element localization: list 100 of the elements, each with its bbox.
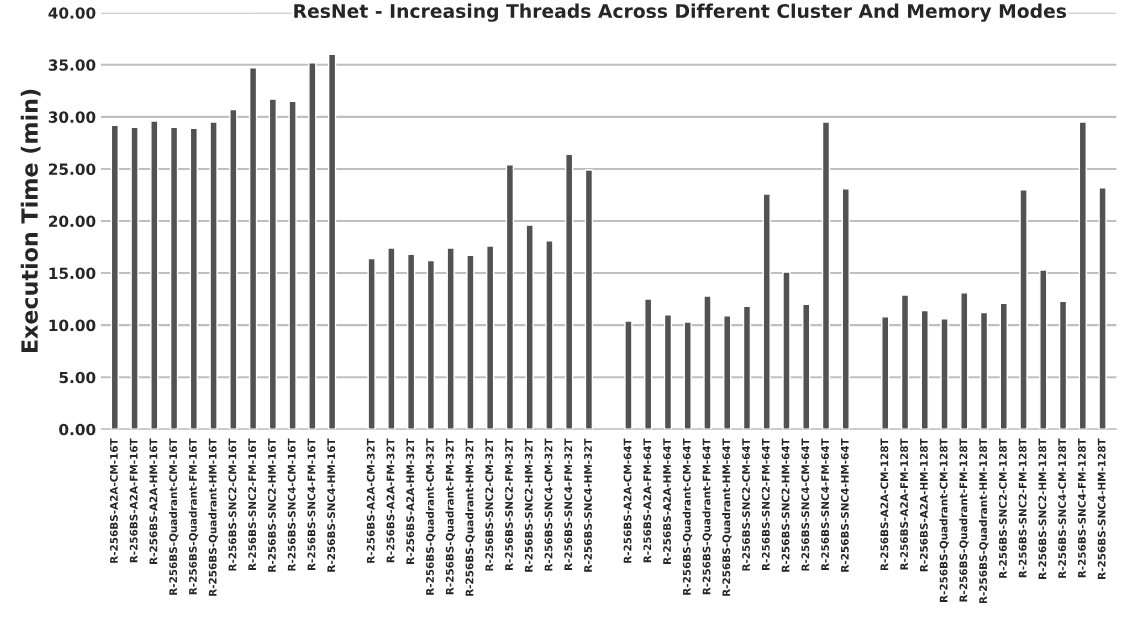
x-tick-label: R-256BS-SNC4-CM-32T	[544, 438, 553, 571]
bar	[900, 294, 910, 430]
bar	[466, 254, 475, 430]
bar	[644, 298, 653, 430]
bar	[130, 126, 139, 430]
bar	[209, 121, 218, 430]
x-tick-label: R-256BS-SNC2-FM-16T	[248, 438, 257, 571]
x-tick-label: R-256BS-Quadrant-HM-128T	[978, 438, 989, 604]
y-tick-label: 35.00	[48, 59, 96, 71]
bar	[110, 124, 119, 430]
bar	[723, 315, 732, 430]
x-tick-label: R-256BS-Quadrant-CM-64T	[682, 438, 693, 595]
x-tick-label: R-256BS-Quadrant-FM-128T	[959, 438, 969, 602]
x-tick-label: R-256BS-A2A-FM-64T	[643, 438, 652, 563]
y-tick-label: 30.00	[48, 111, 96, 123]
bar	[999, 302, 1008, 430]
bar	[545, 240, 554, 430]
bar	[821, 121, 831, 430]
bar	[189, 127, 198, 430]
bar	[802, 303, 811, 430]
x-tick-label: R-256BS-SNC4-HM-64T	[840, 438, 849, 572]
x-tick-label: R-256BS-SNC4-FM-64T	[821, 438, 830, 571]
bar	[703, 295, 712, 430]
bar	[1019, 189, 1028, 430]
bar	[920, 309, 929, 430]
bar	[565, 153, 574, 430]
bar	[367, 257, 376, 430]
x-tick-label: R-256BS-SNC4-HM-16T	[327, 438, 336, 572]
bar	[150, 120, 159, 430]
bar	[446, 247, 455, 430]
x-tick-label: R-256BS-Quadrant-HM-64T	[722, 438, 732, 596]
x-tick-label: R-256BS-SNC2-HM-64T	[781, 438, 790, 572]
x-tick-label: R-256BS-SNC4-CM-128T	[1058, 438, 1067, 578]
x-tick-label: R-256BS-A2A-CM-16T	[109, 438, 118, 563]
x-tick-label: R-256BS-SNC2-FM-128T	[1018, 438, 1027, 578]
bar	[624, 320, 633, 430]
y-axis-title: Execution Time (min)	[20, 89, 41, 353]
x-tick-label: R-256BS-A2A-FM-32T	[386, 438, 395, 563]
bar	[486, 245, 495, 430]
x-tick-label: R-256BS-A2A-CM-32T	[366, 438, 375, 563]
x-tick-label: R-256BS-SNC2-HM-32T	[524, 438, 533, 572]
bar	[782, 271, 791, 430]
y-tick-label: 15.00	[49, 267, 96, 280]
bar	[327, 53, 337, 430]
x-tick-label: R-256BS-SNC4-FM-32T	[564, 438, 573, 571]
x-tick-label: R-256BS-SNC2-CM-64T	[742, 438, 750, 571]
x-tick-label: R-256BS-A2A-CM-64T	[623, 438, 632, 563]
x-tick-label: R-256BS-SNC4-HM-32T	[584, 438, 592, 572]
y-tick-label: 25.00	[49, 163, 96, 175]
y-tick-label: 5.00	[59, 371, 96, 384]
bar	[1098, 186, 1107, 430]
x-tick-label: R-256BS-SNC2-FM-64T	[761, 438, 770, 571]
x-tick-label: R-256BS-Quadrant-CM-16T	[169, 438, 179, 595]
bar	[248, 67, 258, 430]
bar	[881, 316, 890, 430]
bar	[940, 318, 949, 430]
bar	[1039, 269, 1048, 430]
bar	[1078, 121, 1087, 430]
x-tick-label: R-256BS-SNC4-FM-16T	[307, 438, 316, 571]
x-tick-label: R-256BS-SNC4-HM-128T	[1097, 438, 1106, 579]
x-tick-label: R-256BS-A2A-HM-16T	[149, 438, 158, 564]
bar	[663, 314, 673, 430]
bar	[406, 253, 416, 430]
y-tick-label: 40.00	[48, 7, 96, 19]
bar	[169, 126, 179, 430]
x-tick-label: R-256BS-A2A-HM-128T	[919, 438, 928, 572]
chart-title: ResNet - Increasing Threads Across Different Cluster And Memory Modes	[294, 3, 1067, 22]
x-tick-label: R-256BS-SNC4-FM-128T	[1077, 438, 1086, 578]
bar	[979, 311, 989, 430]
x-tick-label: R-256BS-SNC2-HM-16T	[267, 438, 276, 572]
x-tick-label: R-256BS-A2A-HM-32T	[406, 438, 415, 564]
bar	[268, 98, 278, 430]
bar	[584, 169, 594, 430]
bar	[841, 188, 850, 430]
bar	[229, 108, 238, 430]
bar	[505, 164, 515, 430]
y-tick-label: 0.00	[59, 423, 96, 436]
x-tick-label: R-256BS-A2A-CM-128T	[880, 438, 889, 571]
x-tick-label: R-256BS-Quadrant-HM-16T	[208, 438, 218, 596]
x-tick-label: R-256BS-Quadrant-CM-32T	[425, 438, 436, 595]
bar	[960, 292, 969, 430]
bar	[288, 100, 297, 430]
x-tick-label: R-256BS-SNC2-HM-128T	[1038, 438, 1047, 579]
bar	[387, 247, 396, 430]
x-tick-label: R-256BS-Quadrant-CM-128T	[939, 438, 949, 603]
x-tick-label: R-256BS-SNC4-CM-16T	[287, 438, 296, 571]
x-tick-label: R-256BS-SNC2-CM-32T	[485, 438, 494, 571]
x-tick-label: R-256BS-SNC4-CM-64T	[801, 438, 810, 571]
x-tick-label: R-256BS-A2A-FM-16T	[129, 438, 138, 563]
bar	[683, 321, 692, 430]
x-tick-label: R-256BS-Quadrant-FM-32T	[445, 438, 456, 595]
x-tick-label: R-256BS-A2A-FM-128T	[900, 438, 909, 570]
bar	[525, 224, 534, 430]
y-tick-label: 20.00	[49, 215, 96, 228]
x-tick-label: R-256BS-SNC2-FM-32T	[505, 438, 513, 571]
x-tick-label: R-256BS-Quadrant-FM-16T	[188, 438, 199, 595]
bar	[762, 193, 771, 430]
y-tick-label: 10.00	[49, 319, 96, 332]
bar	[742, 305, 752, 430]
x-tick-label: R-256BS-Quadrant-HM-32T	[465, 438, 475, 596]
